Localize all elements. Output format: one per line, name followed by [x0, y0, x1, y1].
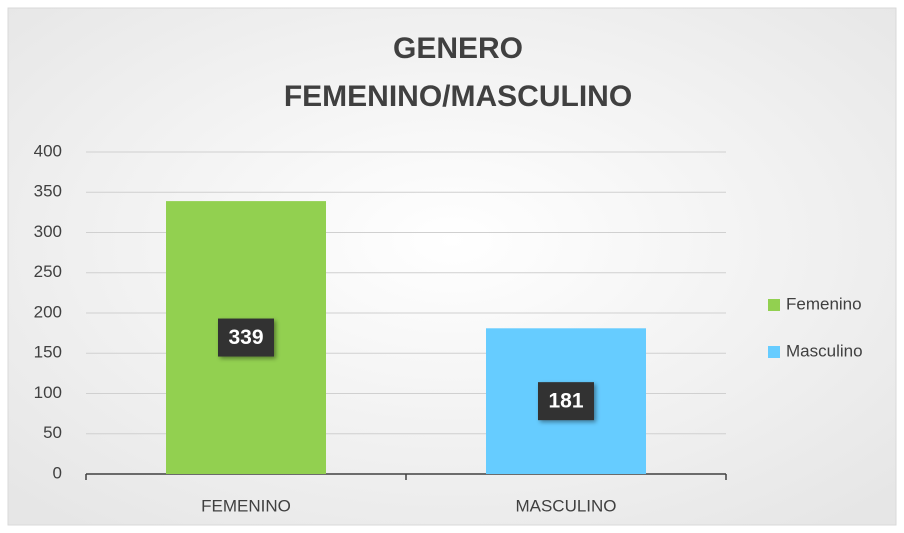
- y-tick-label: 0: [53, 463, 62, 482]
- y-tick-label: 50: [43, 423, 62, 442]
- data-label: 181: [548, 390, 583, 413]
- legend-label: Masculino: [786, 341, 863, 360]
- legend-swatch: [768, 299, 780, 311]
- chart-title: GENERO: [393, 32, 523, 65]
- x-tick-label: MASCULINO: [515, 496, 616, 515]
- y-tick-label: 300: [34, 222, 62, 241]
- y-tick-label: 400: [34, 141, 62, 160]
- y-tick-label: 350: [34, 182, 62, 201]
- y-tick-label: 100: [34, 383, 62, 402]
- x-tick-label: FEMENINO: [201, 496, 291, 515]
- legend-swatch: [768, 346, 780, 358]
- y-tick-label: 150: [34, 343, 62, 362]
- legend-label: Femenino: [786, 294, 862, 313]
- chart-area: [7, 7, 897, 526]
- data-label-box: [538, 382, 594, 421]
- y-tick-label: 200: [34, 302, 62, 321]
- data-label: 339: [228, 326, 263, 349]
- chart-title: FEMENINO/MASCULINO: [284, 80, 632, 113]
- y-tick-label: 250: [34, 262, 62, 281]
- data-label-box: [218, 318, 274, 357]
